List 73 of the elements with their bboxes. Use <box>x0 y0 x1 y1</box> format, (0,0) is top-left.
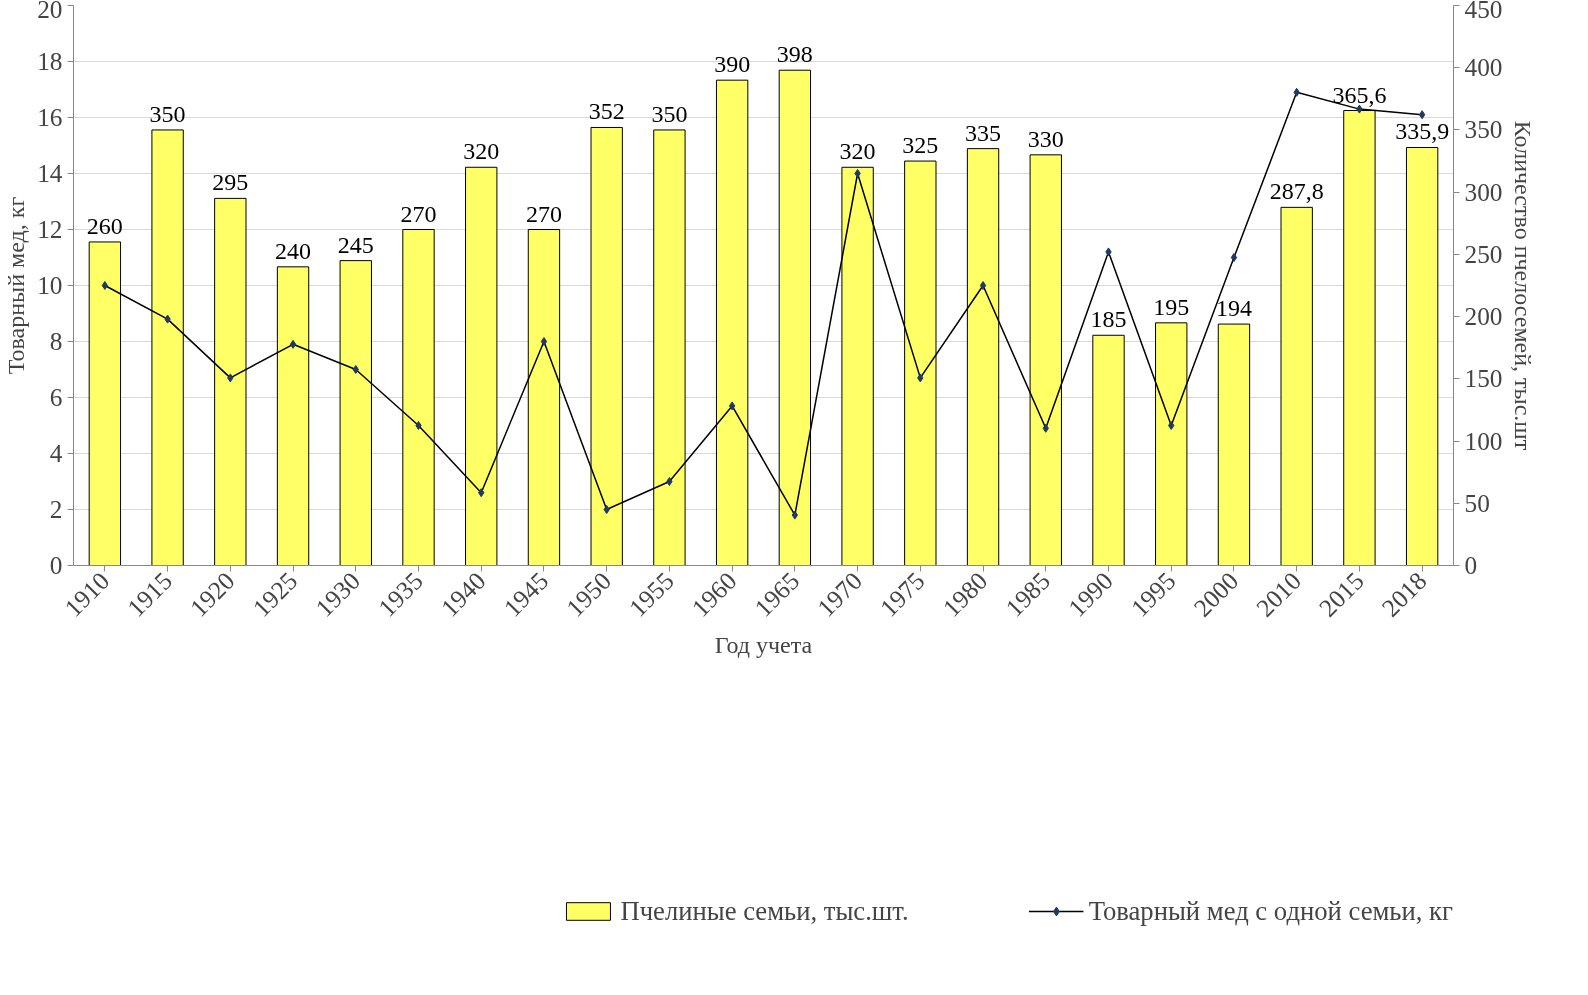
y-tick-label: 0 <box>49 551 63 579</box>
y2-tick-label: 250 <box>1464 239 1503 268</box>
data-label: 335 <box>965 119 1002 146</box>
y-tick-label: 8 <box>49 327 63 355</box>
point <box>979 281 987 290</box>
y-tick-label: 20 <box>37 0 63 23</box>
y2-tick-label: 150 <box>1464 364 1503 393</box>
bar <box>1217 323 1251 566</box>
data-label: 194 <box>1215 295 1252 322</box>
point <box>1168 421 1175 430</box>
y-tick-label: 12 <box>37 215 63 243</box>
y-axis-title: Товарный мед, кг <box>3 196 30 375</box>
y2-axis-title: Количество пчелосемей, тыс.шт <box>1510 120 1537 451</box>
data-label: 390 <box>714 51 751 78</box>
point <box>101 281 109 290</box>
data-label: 270 <box>525 200 562 227</box>
y2-tick-label: 450 <box>1464 0 1503 23</box>
point <box>289 339 297 349</box>
data-label: 185 <box>1090 306 1127 333</box>
y2-tick-label: 0 <box>1464 551 1478 579</box>
data-label: 330 <box>1027 125 1064 152</box>
point <box>666 477 673 486</box>
point <box>415 421 422 430</box>
data-label: 245 <box>337 231 374 258</box>
bar <box>1405 146 1439 566</box>
point <box>478 488 485 498</box>
point <box>917 373 924 383</box>
point <box>540 337 548 346</box>
y2-tick-label: 350 <box>1464 115 1503 144</box>
y-tick-label: 4 <box>49 439 63 467</box>
point <box>854 169 861 178</box>
point <box>1042 423 1049 433</box>
y-tick-label: 18 <box>37 47 63 75</box>
data-label: 335,9 <box>1395 118 1450 145</box>
data-label: 260 <box>86 212 123 239</box>
y2-tick-label: 300 <box>1464 177 1503 206</box>
y2-tick-label: 100 <box>1464 426 1503 455</box>
y2-tick-label: 400 <box>1464 53 1503 82</box>
x-axis-title: Год учета <box>714 632 813 659</box>
data-label: 365,6 <box>1332 81 1387 108</box>
data-label: 352 <box>588 98 625 125</box>
point <box>164 314 171 324</box>
data-label: 350 <box>149 100 186 127</box>
y2-tick-label: 200 <box>1464 302 1503 331</box>
y-tick-label: 6 <box>49 383 63 411</box>
data-label: 325 <box>902 132 939 159</box>
y-tick-label: 10 <box>37 271 63 299</box>
data-label: 240 <box>275 237 312 264</box>
y-tick-label: 2 <box>49 495 63 523</box>
data-label: 350 <box>651 100 688 127</box>
bar <box>1280 206 1313 566</box>
y-tick-label: 14 <box>37 159 63 187</box>
legend-label: Пчелиные семьи, тыс.шт. <box>620 895 909 927</box>
legend-label: Товарный мед с одной семьи, кг <box>1088 895 1453 927</box>
data-label: 195 <box>1153 293 1190 320</box>
point <box>1418 110 1426 120</box>
point <box>728 401 736 411</box>
point <box>1230 253 1238 262</box>
data-label: 295 <box>212 169 249 196</box>
point <box>603 505 610 514</box>
data-label: 320 <box>839 138 876 165</box>
point <box>1105 247 1112 257</box>
data-label: 270 <box>400 200 437 227</box>
y-tick-label: 16 <box>37 103 63 131</box>
point <box>791 510 799 520</box>
data-label: 320 <box>463 138 500 165</box>
point <box>227 373 234 383</box>
data-label: 398 <box>776 41 813 68</box>
point <box>1293 87 1300 97</box>
bar <box>1092 334 1125 566</box>
point <box>352 365 359 374</box>
data-label: 287,8 <box>1269 178 1324 205</box>
y2-tick-label: 50 <box>1464 488 1490 517</box>
